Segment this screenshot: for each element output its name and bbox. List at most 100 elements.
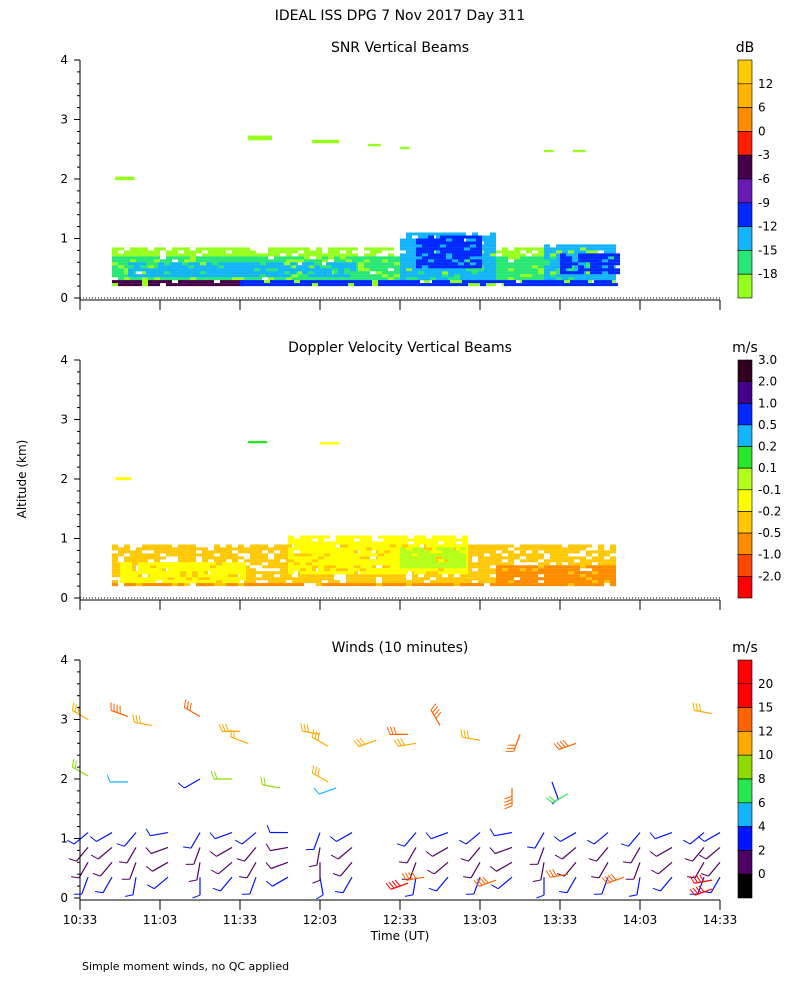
heatmap-cell <box>294 544 300 548</box>
heatmap-cell <box>422 250 428 254</box>
heatmap-cell <box>470 265 476 269</box>
heatmap-cell <box>372 568 378 572</box>
heatmap-cell <box>442 547 448 551</box>
heatmap-cell <box>434 256 440 260</box>
heatmap-cell <box>448 277 454 281</box>
heatmap-cell <box>140 262 146 266</box>
heatmap-cell <box>526 571 532 575</box>
heatmap-cell <box>242 274 248 278</box>
heatmap-cell <box>458 256 464 260</box>
heatmap-cell <box>562 550 568 554</box>
wind-barb <box>432 846 449 857</box>
heatmap-cell <box>532 556 538 560</box>
heatmap-cell <box>142 265 148 269</box>
heatmap-cell <box>280 577 286 581</box>
heatmap-cell <box>364 247 370 251</box>
heatmap-cell <box>112 580 118 584</box>
heatmap-cell <box>450 283 456 287</box>
heatmap-cell <box>538 556 544 560</box>
heatmap-cell <box>514 262 520 266</box>
colorbar-label: -12 <box>758 220 778 234</box>
heatmap-cell <box>394 256 400 260</box>
heatmap-cell <box>424 583 430 587</box>
heatmap-cell <box>614 259 620 263</box>
wind-barb-flag <box>265 862 272 869</box>
colorbar-segment <box>737 154 753 180</box>
heatmap-cell <box>436 277 442 281</box>
heatmap-cell <box>140 268 146 272</box>
wind-barb-flag <box>601 876 608 884</box>
heatmap-cell <box>354 556 360 560</box>
heatmap-cell <box>318 547 324 551</box>
heatmap-cell <box>202 280 208 284</box>
heatmap-cell <box>490 247 496 251</box>
heatmap-cell <box>598 274 604 278</box>
heatmap-cell <box>544 568 550 572</box>
heatmap-cell <box>544 253 550 257</box>
wind-barb <box>462 736 481 741</box>
heatmap-cell <box>514 580 520 584</box>
heatmap-cell <box>586 247 592 251</box>
heatmap-cell <box>202 577 208 581</box>
heatmap-cell <box>150 571 156 575</box>
wind-barb <box>467 847 481 862</box>
heatmap-cell <box>134 268 140 272</box>
heatmap-cell <box>520 544 526 548</box>
heatmap-cell <box>154 262 160 266</box>
heatmap-cell <box>464 250 470 254</box>
heatmap-cell <box>112 556 118 560</box>
heatmap-cell <box>336 553 342 557</box>
heatmap-cell <box>558 280 564 284</box>
heatmap-cell <box>124 265 130 269</box>
heatmap-cell <box>130 556 136 560</box>
colorbar-segment <box>737 359 753 382</box>
colorbar-segment <box>737 659 753 685</box>
wind-barb-flag <box>698 885 705 893</box>
heatmap-cell <box>184 277 190 281</box>
heatmap-cell <box>406 562 412 566</box>
heatmap-cell <box>310 580 316 584</box>
heatmap-cell <box>448 238 454 242</box>
heatmap-cell <box>574 244 580 248</box>
heatmap-cell <box>454 583 460 587</box>
wind-barb-flag <box>489 865 497 872</box>
heatmap-cell <box>230 268 236 272</box>
heatmap-cell <box>348 565 354 569</box>
heatmap-cell <box>150 568 156 572</box>
heatmap-cell <box>496 556 502 560</box>
heatmap-cell <box>560 268 566 272</box>
heatmap-cell <box>154 553 160 557</box>
wind-barb <box>435 876 449 892</box>
heatmap-cell <box>180 568 186 572</box>
wind-barb-flag <box>210 869 219 875</box>
heatmap-cell <box>246 283 252 287</box>
wind-barb-flag <box>545 797 553 804</box>
heatmap-cell <box>420 568 426 572</box>
heatmap-cell <box>544 259 550 263</box>
heatmap-cell <box>174 562 180 566</box>
heatmap-cell <box>130 265 136 269</box>
heatmap-cell <box>154 265 160 269</box>
heatmap-cell <box>602 253 608 257</box>
heatmap-cell <box>508 256 514 260</box>
heatmap-cell <box>396 544 402 548</box>
heatmap-cell <box>526 553 532 557</box>
heatmap-cell <box>190 571 196 575</box>
wind-barb-flag <box>239 876 248 879</box>
heatmap-cell <box>598 553 604 557</box>
heatmap-cell <box>196 577 202 581</box>
heatmap-cell <box>358 577 364 581</box>
heatmap-cell <box>580 544 586 548</box>
heatmap-cell <box>574 259 580 263</box>
wind-barb-flag <box>435 711 442 719</box>
heatmap-cell <box>288 571 294 575</box>
heatmap-cell <box>338 262 344 266</box>
heatmap-cell <box>266 262 272 266</box>
heatmap-cell <box>224 268 230 272</box>
heatmap-cell <box>358 268 364 272</box>
heatmap-cell <box>414 280 420 284</box>
heatmap-cell <box>608 262 614 266</box>
heatmap-cell <box>262 565 268 569</box>
heatmap-cell <box>364 583 370 587</box>
heatmap-cell <box>454 580 460 584</box>
